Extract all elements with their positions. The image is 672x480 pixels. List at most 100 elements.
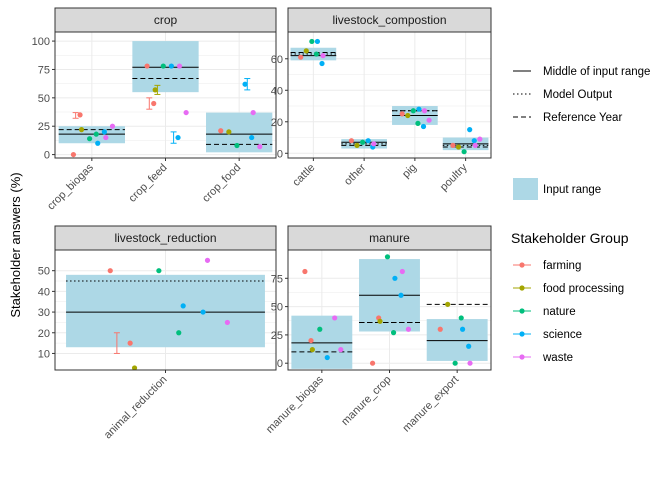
- y-tick-label: 75: [271, 273, 283, 285]
- data-point-nature: [317, 326, 323, 332]
- data-point-food-processing: [309, 347, 315, 353]
- data-point-science: [175, 134, 181, 141]
- legend-group-dot: [519, 285, 525, 291]
- data-point-nature: [415, 120, 421, 126]
- data-point-waste: [332, 315, 338, 321]
- data-point-waste: [338, 347, 344, 353]
- data-point-science: [200, 309, 206, 315]
- facet-title: livestock_compostion: [332, 13, 446, 27]
- data-point-waste: [176, 63, 183, 69]
- data-point-nature: [461, 149, 467, 155]
- facet-strip: [54, 225, 277, 251]
- y-tick-label: 50: [271, 302, 283, 314]
- y-axis-title: Stakeholder answers (%): [8, 172, 23, 317]
- legend-group-label: waste: [542, 352, 573, 364]
- data-point-food-processing: [226, 129, 232, 135]
- data-point-waste: [371, 141, 377, 147]
- x-tick-label: poultry: [438, 161, 470, 193]
- y-tick-label: 40: [38, 286, 50, 298]
- input-range-manure_export: [426, 319, 488, 361]
- y-tick-label: 20: [38, 328, 50, 340]
- data-point-science: [471, 138, 477, 144]
- data-point-science: [319, 60, 325, 67]
- data-point-farming: [218, 128, 224, 134]
- facet-title: manure: [369, 231, 410, 245]
- data-point-nature: [360, 139, 366, 145]
- data-point-waste: [183, 109, 189, 116]
- legend-group-label: science: [543, 329, 582, 341]
- data-point-waste: [467, 360, 473, 366]
- data-point-science: [324, 354, 330, 361]
- data-point-nature: [234, 142, 240, 149]
- facet-strip: [287, 7, 492, 33]
- y-tick-label: 25: [38, 121, 50, 133]
- data-point-waste: [250, 109, 256, 116]
- x-tick-label: crop_feed: [127, 162, 170, 205]
- data-point-farming: [437, 326, 443, 332]
- data-point-food-processing: [405, 112, 411, 119]
- data-point-science: [365, 138, 371, 144]
- x-tick-label: manure_biogas: [264, 373, 326, 435]
- data-point-farming: [298, 54, 304, 60]
- data-point-science: [398, 292, 404, 298]
- facet-livestock_compostion: livestock_compostion 0 20 40 60 cattle other pi…: [271, 7, 492, 193]
- data-point-farming: [107, 268, 113, 274]
- data-point-science: [242, 81, 248, 87]
- input-range-crop_biogas: [58, 126, 125, 144]
- data-point-science: [467, 127, 473, 133]
- data-point-nature: [452, 360, 458, 366]
- data-point-waste: [109, 123, 116, 129]
- y-tick-label: 75: [38, 64, 50, 76]
- x-tick-label: animal_reduction: [102, 374, 170, 442]
- data-point-farming: [151, 100, 157, 107]
- data-point-waste: [224, 319, 230, 326]
- y-tick-label: 20: [271, 117, 283, 129]
- data-point-nature: [160, 63, 166, 69]
- legend-fill-label: Input range: [543, 184, 601, 196]
- data-point-farming: [369, 360, 376, 366]
- data-point-science: [180, 303, 186, 309]
- y-tick-label: 60: [271, 54, 283, 66]
- data-point-nature: [313, 51, 320, 57]
- data-point-nature: [87, 136, 93, 142]
- y-tick-label: 25: [271, 330, 283, 342]
- data-point-nature: [176, 330, 182, 336]
- y-tick-label: 50: [38, 93, 50, 105]
- y-tick-label: 50: [38, 266, 50, 278]
- x-tick-label: manure_crop: [339, 374, 393, 428]
- facet-strip: [54, 7, 277, 33]
- data-point-food-processing: [455, 144, 462, 150]
- data-point-waste: [477, 136, 483, 142]
- data-point-waste: [320, 53, 326, 59]
- data-point-nature: [458, 315, 464, 321]
- legend-group-dot: [519, 308, 525, 314]
- data-point-waste: [204, 257, 211, 263]
- facet-manure: manure 0 25 50 75 manure_biogas manure_crop man…: [264, 225, 492, 436]
- data-point-nature: [390, 330, 397, 336]
- facet-title: livestock_reduction: [114, 231, 216, 245]
- data-point-nature: [93, 131, 99, 137]
- data-point-waste: [399, 268, 405, 275]
- data-point-farming: [308, 337, 314, 344]
- data-point-science: [95, 140, 101, 146]
- legend-group-label: farming: [543, 260, 581, 272]
- data-point-waste: [257, 144, 263, 150]
- x-tick-label: other: [342, 161, 368, 187]
- y-tick-label: 10: [38, 348, 50, 360]
- data-point-farming: [450, 142, 456, 148]
- data-point-farming: [70, 151, 77, 158]
- data-point-science: [249, 134, 255, 141]
- data-point-science: [101, 129, 107, 135]
- data-point-waste: [426, 117, 432, 123]
- x-tick-label: crop_biogas: [45, 161, 96, 212]
- y-tick-label: 0: [277, 148, 283, 160]
- input-range-manure_biogas: [291, 315, 353, 369]
- facet-crop: crop 0 25 50 75 100 crop_biogas crop_feed crop_f…: [32, 7, 277, 213]
- data-point-science: [459, 326, 466, 332]
- panel-border: [287, 31, 492, 159]
- data-point-nature: [156, 268, 162, 274]
- legend-group-dot: [519, 262, 525, 268]
- data-point-waste: [103, 134, 109, 141]
- data-point-farming: [348, 138, 355, 144]
